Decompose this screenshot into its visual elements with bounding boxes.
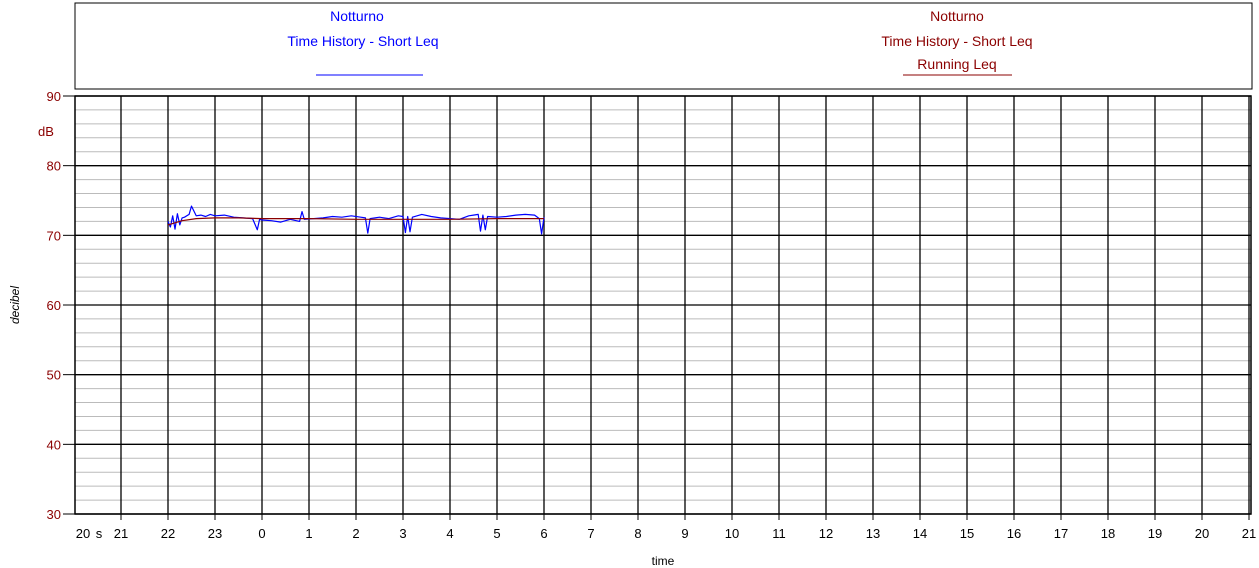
x-tick-label: 10 — [725, 526, 739, 541]
y-axis-label: decibel — [8, 286, 22, 324]
x-tick-label: 9 — [681, 526, 688, 541]
x-tick-label: 15 — [960, 526, 974, 541]
x-tick-label: 11 — [772, 526, 786, 541]
x-tick-label: 23 — [208, 526, 222, 541]
legend-box — [74, 2, 1253, 90]
x-tick-label: 20 — [76, 526, 90, 541]
series-line-1 — [167, 205, 545, 235]
x-tick-label: 21 — [114, 526, 128, 541]
x-tick-label: 22 — [161, 526, 175, 541]
x-tick-label: 1 — [305, 526, 312, 541]
x-tick-label: 13 — [866, 526, 880, 541]
y-tick-label: 70 — [47, 228, 61, 243]
y-tick-label: 80 — [47, 159, 61, 174]
y-tick-label: 60 — [47, 298, 61, 313]
legend-right-line3: Running Leq — [917, 56, 996, 72]
x-tick-label: 12 — [819, 526, 833, 541]
legend-right-line2: Time History - Short Leq — [881, 33, 1032, 49]
x-axis-label: time — [652, 554, 675, 568]
x-tick-label: 5 — [493, 526, 500, 541]
x-tick-label: 6 — [540, 526, 547, 541]
x-tick-label: 2 — [352, 526, 359, 541]
x-tick-label: 0 — [258, 526, 265, 541]
x-tick-label: 7 — [587, 526, 594, 541]
y-tick-label: 50 — [47, 368, 61, 383]
y-tick-label: 30 — [47, 507, 61, 522]
x-tick-label: 4 — [446, 526, 453, 541]
x-tick-label: 19 — [1148, 526, 1162, 541]
x-tick-label: 16 — [1007, 526, 1021, 541]
x-tick-label: 18 — [1101, 526, 1115, 541]
x-tick-label: 20 — [1195, 526, 1209, 541]
legend-left-line2: Time History - Short Leq — [287, 33, 438, 49]
y-tick-label: 40 — [47, 437, 61, 452]
x-tick-label: 3 — [399, 526, 406, 541]
legend-left-line1: Notturno — [330, 8, 384, 24]
x-tick-label: s — [96, 526, 103, 541]
x-tick-label: 14 — [913, 526, 927, 541]
y-tick-label: 90 — [47, 89, 61, 104]
x-tick-label: 21 — [1242, 526, 1256, 541]
legend-right-line1: Notturno — [930, 8, 984, 24]
series-line-2 — [167, 217, 544, 226]
x-tick-label: 17 — [1054, 526, 1068, 541]
x-tick-label: 8 — [634, 526, 641, 541]
y-unit-label: dB — [38, 124, 54, 139]
